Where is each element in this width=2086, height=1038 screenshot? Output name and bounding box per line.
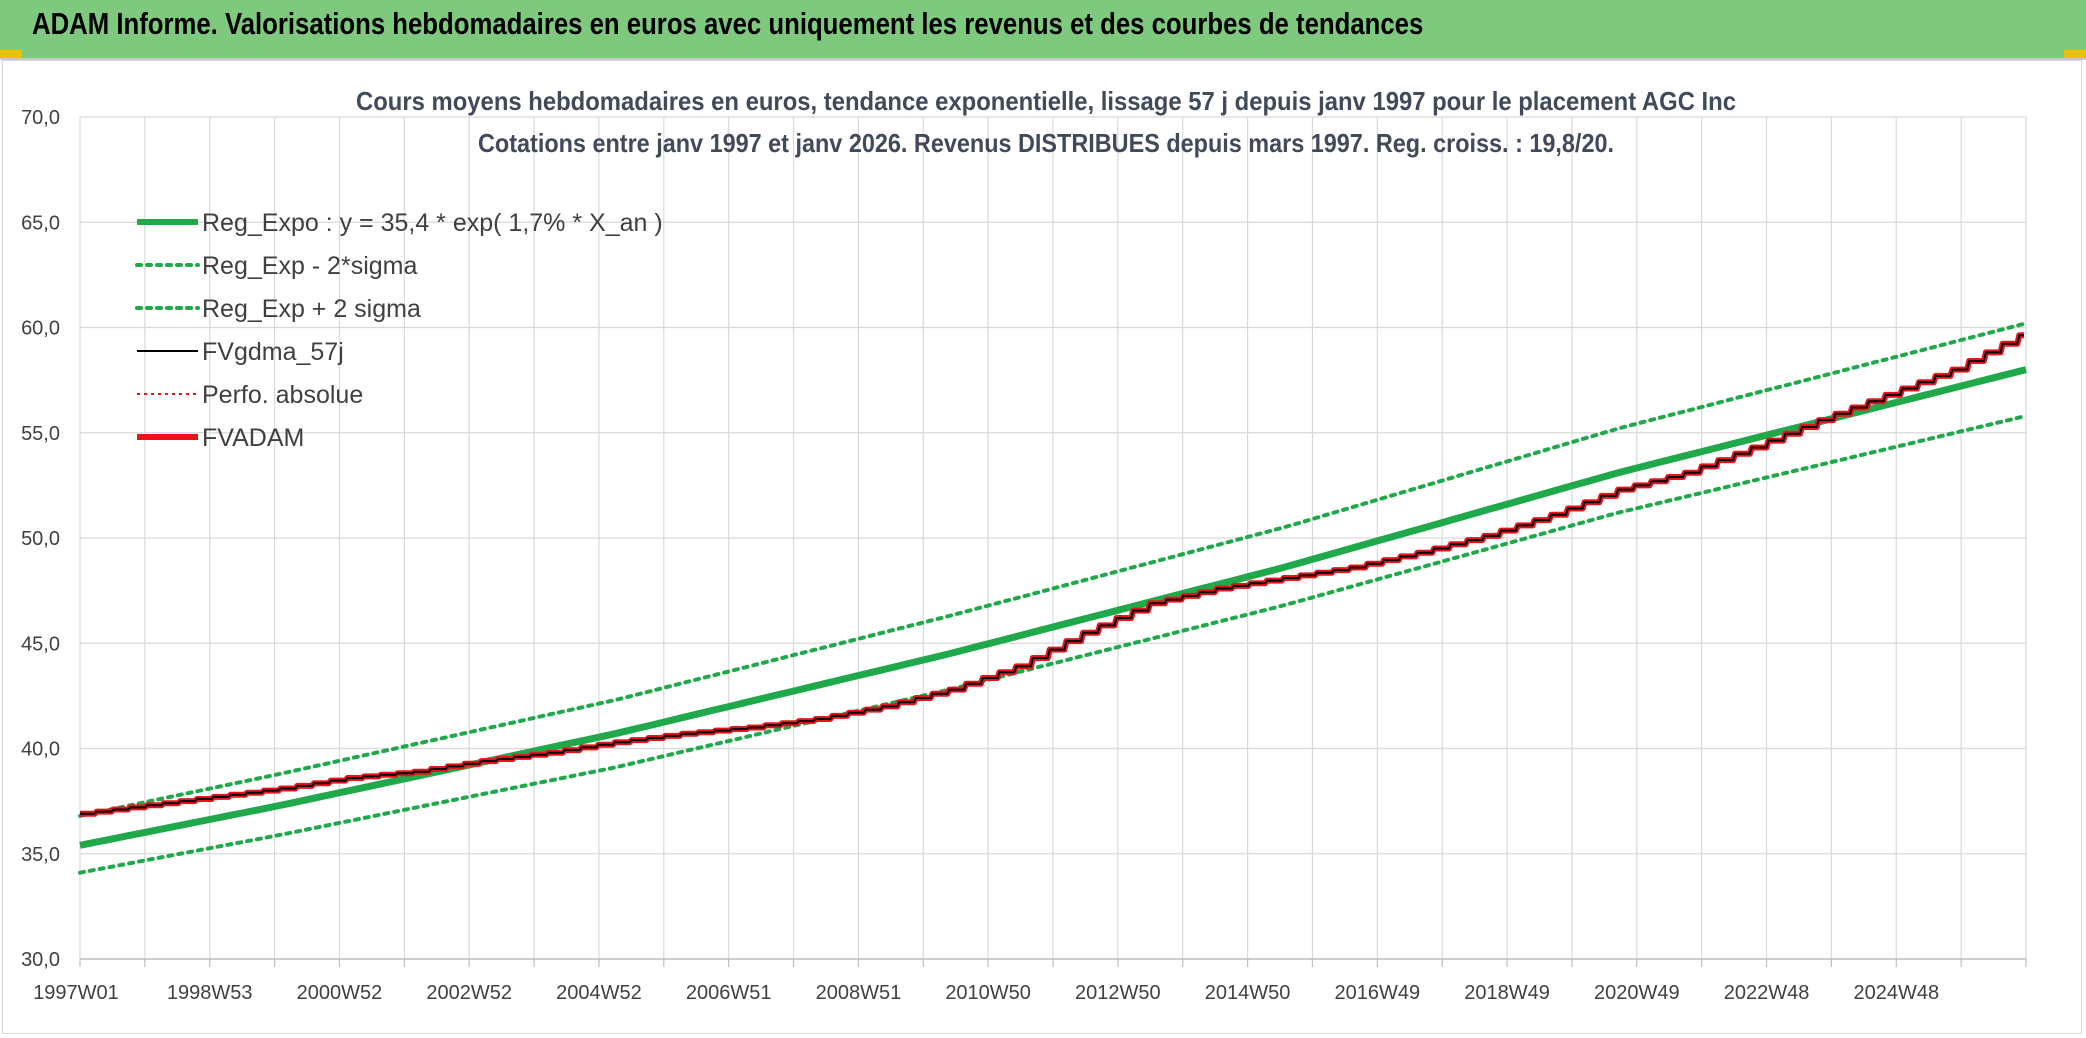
legend-item-fvgdma-label: FVgdma_57j xyxy=(202,338,344,366)
x-tick-label: 2018W49 xyxy=(1464,982,1550,1004)
y-tick-label: 55,0 xyxy=(21,423,60,445)
chart-axes: 30,0 35,0 40,0 45,0 50,0 55,0 60,0 65,0 70,0 1997… xyxy=(21,107,2027,1004)
chart-legend: Reg_Expo : y = 35,4 * exp( 1,7% * X_an )… xyxy=(135,209,663,452)
chart-subtitle: Cotations entre janv 1997 et janv 2026. … xyxy=(478,128,1614,158)
chart-series xyxy=(78,321,2028,875)
legend-item-fvadam-label: FVADAM xyxy=(202,424,304,452)
chart-titles: Cours moyens hebdomadaires en euros, ten… xyxy=(356,86,1736,158)
y-tick-label: 40,0 xyxy=(21,739,60,761)
x-tick-label: 1997W01 xyxy=(33,982,119,1004)
y-tick-label: 65,0 xyxy=(21,212,60,234)
series-perfo-absolue xyxy=(80,334,2024,815)
corner-mark-right xyxy=(2064,50,2086,58)
y-tick-label: 35,0 xyxy=(21,844,60,866)
legend-item-perfo-absolue-label: Perfo. absolue xyxy=(202,381,363,409)
x-tick-label: 2024W48 xyxy=(1853,982,1939,1004)
x-tick-label: 2020W49 xyxy=(1594,982,1680,1004)
series-fvgdma xyxy=(80,334,2024,815)
y-tick-label: 30,0 xyxy=(21,949,60,971)
y-tick-label: 60,0 xyxy=(21,318,60,340)
page-title: ADAM Informe. Valorisations hebdomadaire… xyxy=(32,6,1424,41)
chart-title: Cours moyens hebdomadaires en euros, ten… xyxy=(356,86,1736,116)
chart-frame xyxy=(2,60,2082,1034)
x-tick-label: 2000W52 xyxy=(297,982,383,1004)
series-reg-exp-plus xyxy=(78,321,2028,818)
legend-item-reg-exp-minus-label: Reg_Exp - 2*sigma xyxy=(202,252,417,280)
x-tick-label: 2002W52 xyxy=(426,982,512,1004)
x-tick-label: 2010W50 xyxy=(945,982,1031,1004)
header-banner: ADAM Informe. Valorisations hebdomadaire… xyxy=(0,0,2086,60)
legend-item-reg-expo-label: Reg_Expo : y = 35,4 * exp( 1,7% * X_an ) xyxy=(202,209,663,237)
x-tick-label: 2012W50 xyxy=(1075,982,1161,1004)
x-tick-label: 2004W52 xyxy=(556,982,642,1004)
y-tick-label: 70,0 xyxy=(21,107,60,129)
y-tick-label: 50,0 xyxy=(21,528,60,550)
x-tick-label: 1998W53 xyxy=(167,982,253,1004)
x-tick-label: 2022W48 xyxy=(1724,982,1810,1004)
x-tick-label: 2006W51 xyxy=(686,982,772,1004)
chart-grid xyxy=(79,116,2027,960)
x-tick-label: 2016W49 xyxy=(1335,982,1421,1004)
y-tick-label: 45,0 xyxy=(21,633,60,655)
series-reg-expo xyxy=(79,366,2027,849)
x-tick-label: 2014W50 xyxy=(1205,982,1291,1004)
x-tick-label: 2008W51 xyxy=(816,982,902,1004)
corner-mark-left xyxy=(0,50,22,58)
legend-item-reg-exp-plus-label: Reg_Exp + 2 sigma xyxy=(202,295,421,323)
series-reg-exp-minus xyxy=(78,413,2028,875)
series-fvadam xyxy=(80,332,2024,817)
